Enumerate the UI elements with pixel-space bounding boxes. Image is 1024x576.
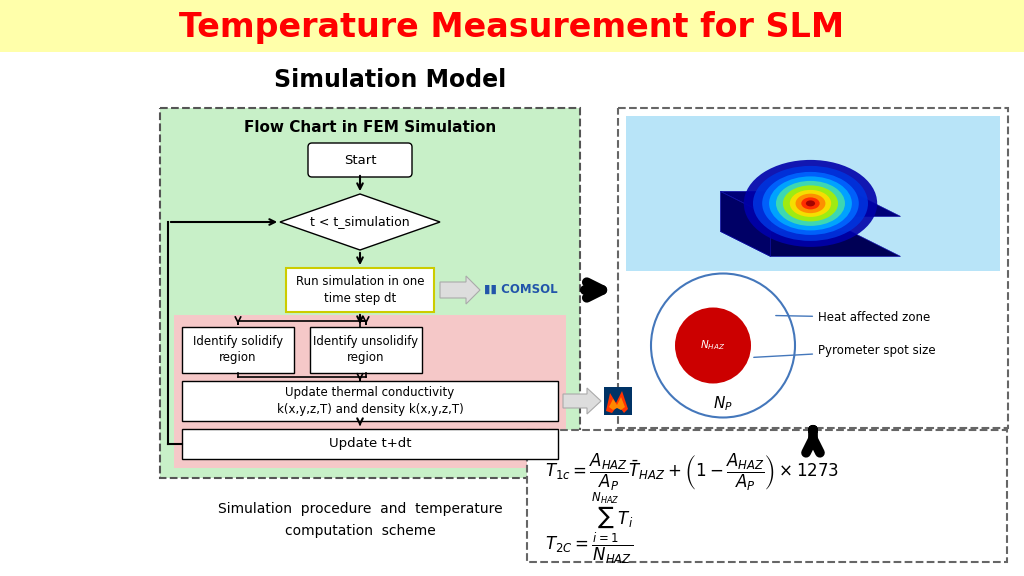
Polygon shape bbox=[606, 391, 628, 413]
Circle shape bbox=[675, 308, 751, 384]
Text: $N_P$: $N_P$ bbox=[713, 394, 733, 413]
FancyBboxPatch shape bbox=[286, 268, 434, 312]
Ellipse shape bbox=[776, 181, 845, 226]
Text: ▮▮ COMSOL: ▮▮ COMSOL bbox=[484, 282, 558, 295]
Polygon shape bbox=[440, 276, 480, 304]
Text: Update thermal conductivity
k(x,y,z,T) and density k(x,y,z,T): Update thermal conductivity k(x,y,z,T) a… bbox=[276, 386, 464, 416]
Text: Heat affected zone: Heat affected zone bbox=[776, 311, 930, 324]
Ellipse shape bbox=[796, 194, 825, 213]
Polygon shape bbox=[280, 194, 440, 250]
Text: Update t+dt: Update t+dt bbox=[329, 438, 412, 450]
Ellipse shape bbox=[743, 160, 878, 247]
Polygon shape bbox=[721, 232, 900, 256]
Ellipse shape bbox=[762, 172, 859, 235]
FancyBboxPatch shape bbox=[0, 0, 1024, 52]
Text: Identify unsolidify
region: Identify unsolidify region bbox=[313, 335, 419, 365]
FancyBboxPatch shape bbox=[308, 143, 412, 177]
Ellipse shape bbox=[783, 185, 838, 221]
FancyBboxPatch shape bbox=[160, 108, 580, 478]
Text: $T_{2C} = \dfrac{\sum_{i=1}^{N_{HAZ}} T_i}{N_{HAZ}}$: $T_{2C} = \dfrac{\sum_{i=1}^{N_{HAZ}} T_… bbox=[545, 490, 634, 566]
FancyBboxPatch shape bbox=[618, 108, 1008, 428]
Text: Simulation  procedure  and  temperature
computation  scheme: Simulation procedure and temperature com… bbox=[218, 502, 503, 539]
Polygon shape bbox=[721, 191, 900, 217]
Text: Simulation Model: Simulation Model bbox=[273, 68, 506, 92]
Text: t < t_simulation: t < t_simulation bbox=[310, 215, 410, 229]
Polygon shape bbox=[609, 397, 625, 410]
FancyBboxPatch shape bbox=[527, 430, 1007, 562]
Text: Flow Chart in FEM Simulation: Flow Chart in FEM Simulation bbox=[244, 120, 496, 135]
Polygon shape bbox=[563, 388, 601, 414]
FancyBboxPatch shape bbox=[626, 116, 1000, 271]
Text: Temperature Measurement for SLM: Temperature Measurement for SLM bbox=[179, 10, 845, 44]
Text: Pyrometer spot size: Pyrometer spot size bbox=[754, 344, 936, 357]
Text: Run simulation in one
time step dt: Run simulation in one time step dt bbox=[296, 275, 424, 305]
Ellipse shape bbox=[801, 198, 819, 210]
FancyBboxPatch shape bbox=[604, 387, 632, 415]
FancyBboxPatch shape bbox=[174, 315, 566, 468]
FancyBboxPatch shape bbox=[182, 381, 558, 421]
Ellipse shape bbox=[790, 190, 831, 217]
Text: Start: Start bbox=[344, 153, 376, 166]
FancyBboxPatch shape bbox=[182, 429, 558, 459]
FancyBboxPatch shape bbox=[310, 327, 422, 373]
Polygon shape bbox=[721, 191, 770, 256]
FancyBboxPatch shape bbox=[182, 327, 294, 373]
Text: $N_{HAZ}$: $N_{HAZ}$ bbox=[700, 339, 726, 353]
Ellipse shape bbox=[753, 166, 868, 241]
Ellipse shape bbox=[769, 176, 852, 230]
Text: $T_{1c} = \dfrac{A_{HAZ}}{A_P}\bar{T}_{HAZ} + \left(1 - \dfrac{A_{HAZ}}{A_P}\rig: $T_{1c} = \dfrac{A_{HAZ}}{A_P}\bar{T}_{H… bbox=[545, 452, 839, 492]
Circle shape bbox=[651, 274, 795, 418]
Text: Identify solidify
region: Identify solidify region bbox=[193, 335, 283, 365]
Ellipse shape bbox=[806, 200, 815, 206]
